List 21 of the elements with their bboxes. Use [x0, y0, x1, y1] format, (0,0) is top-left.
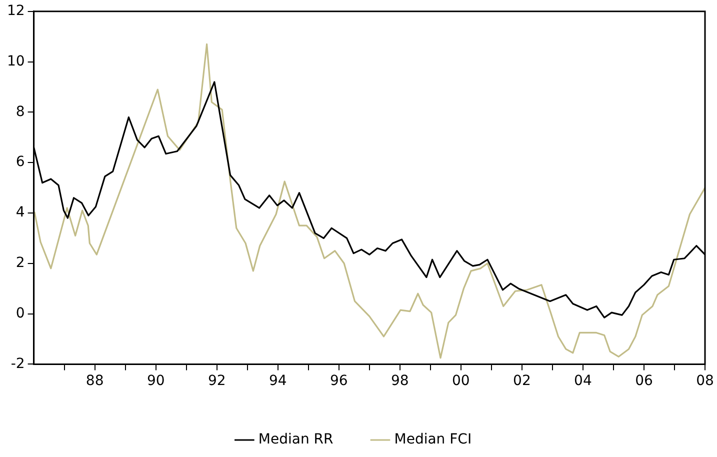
- x-tick-label: 90: [146, 373, 165, 390]
- y-tick-label: 8: [16, 104, 25, 120]
- legend-label: Median FCI: [394, 432, 472, 448]
- y-tick-label: 0: [16, 305, 25, 322]
- x-tick-label: 00: [452, 373, 470, 390]
- y-tick-label: 6: [16, 154, 25, 170]
- x-tick-label: 94: [268, 373, 287, 390]
- y-tick-label: 4: [16, 204, 25, 221]
- y-tick-label: 2: [16, 255, 25, 272]
- y-tick-label: 10: [6, 53, 25, 70]
- x-tick-label: 06: [635, 373, 653, 390]
- x-tick-label: 92: [208, 373, 226, 390]
- x-tick-label: 08: [696, 373, 714, 390]
- y-tick-label: 12: [6, 3, 25, 20]
- x-tick-label: 88: [86, 373, 104, 390]
- y-tick-label: -2: [10, 356, 25, 372]
- legend-label: Median RR: [258, 432, 334, 448]
- x-tick-label: 96: [330, 373, 348, 390]
- x-tick-label: 04: [574, 373, 592, 390]
- x-tick-label: 98: [391, 373, 409, 390]
- x-tick-label: 02: [513, 373, 531, 390]
